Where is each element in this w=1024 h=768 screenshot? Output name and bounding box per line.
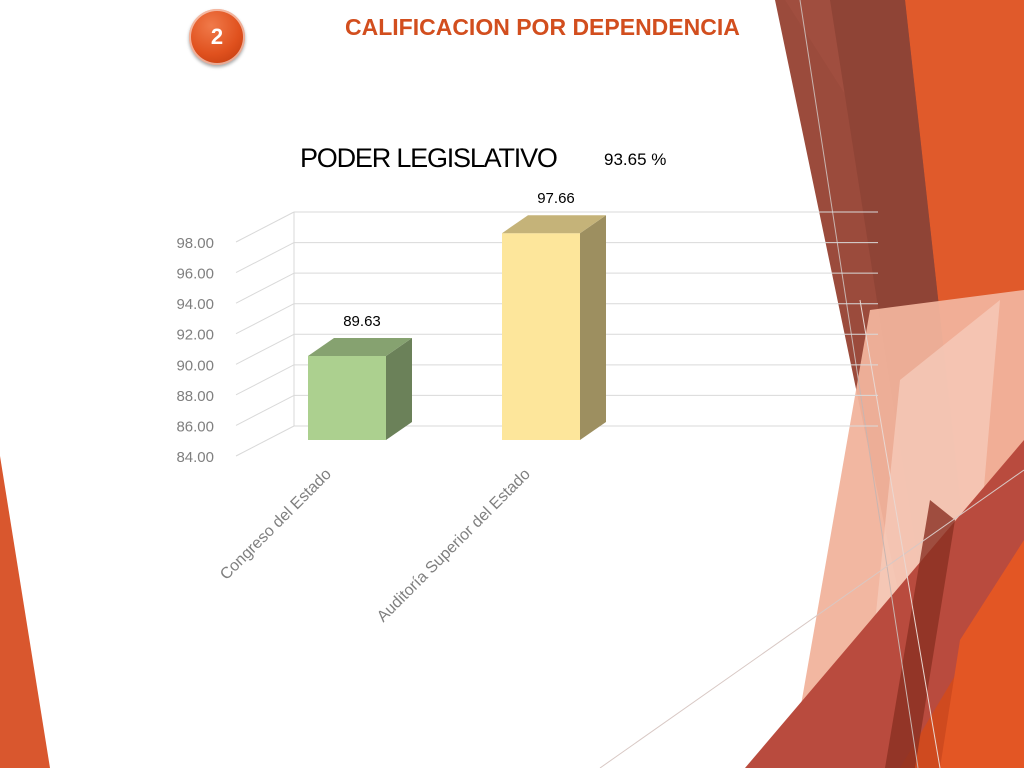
gridline-side-1 [235,394,295,426]
y-tick-label-2: 88.00 [176,388,214,405]
category-label-1: Auditoría Superior del Estado [374,466,534,626]
thin-line-b [599,469,1024,768]
left-accent-shape [0,456,50,768]
y-tick-label-6: 96.00 [176,266,214,283]
slide-number-badge: 2 [189,9,245,65]
thin-line-c [859,299,941,768]
chart-total-percent: 93.65 % [604,150,667,169]
bar-side-0 [386,337,412,440]
y-tick-label-0: 84.00 [176,449,214,466]
gridline-side-3 [235,333,295,365]
slide-title: CALIFICACION POR DEPENDENCIA [345,14,740,40]
gridline-side-7 [235,211,295,243]
bar-1 [502,215,606,440]
data-label-0: 89.63 [343,313,381,330]
category-label-0: Congreso del Estado [217,466,335,584]
bright-orange-tail [940,540,1024,768]
data-labels: 89.63 97.66 [343,190,575,330]
y-tick-label-1: 86.00 [176,418,214,435]
y-tick-label-3: 90.00 [176,357,214,374]
gridline-side-6 [235,242,295,274]
bar-side-1 [580,215,606,440]
bar-front-0 [308,355,386,440]
bar-top-1 [502,215,606,234]
gridline-side-5 [235,272,295,304]
bar-top-0 [308,337,412,356]
data-label-1: 97.66 [537,190,575,207]
y-axis-ticks: 84.00 86.00 88.00 90.00 92.00 94.00 96.00 98.00 [176,235,214,466]
chart-title: PODER LEGISLATIVO [300,143,558,173]
y-tick-label-4: 92.00 [176,327,214,344]
y-tick-label-5: 94.00 [176,296,214,313]
deep-red-stripe [885,500,955,768]
bar-front-1 [502,233,580,440]
thin-line-a [799,0,919,768]
gridline-side-0 [235,425,295,457]
y-tick-label-7: 98.00 [176,235,214,252]
bars [308,215,606,440]
bar-0 [308,337,412,440]
x-axis-categories: Congreso del Estado Auditoría Superior de… [217,466,534,626]
gridline-side-4 [235,303,295,335]
gridline-side-2 [235,364,295,396]
